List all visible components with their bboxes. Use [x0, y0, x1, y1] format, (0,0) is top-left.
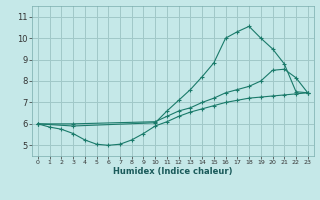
X-axis label: Humidex (Indice chaleur): Humidex (Indice chaleur): [113, 167, 233, 176]
